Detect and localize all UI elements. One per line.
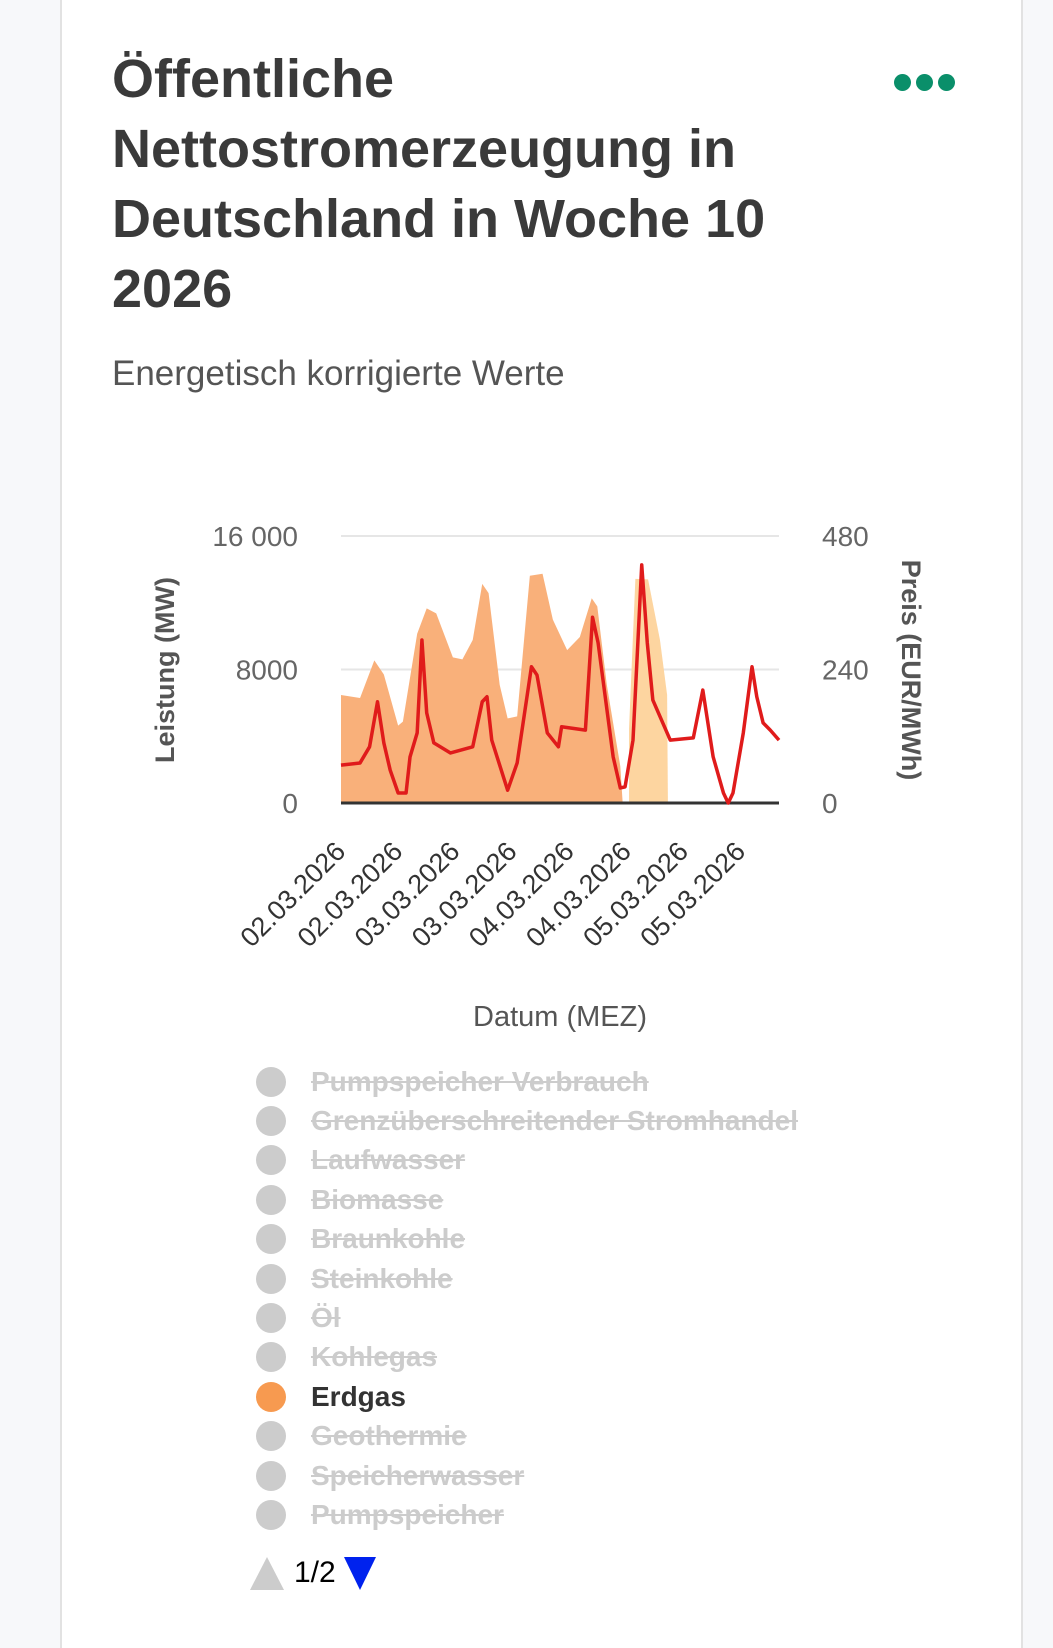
legend-item[interactable]: Biomasse (256, 1180, 798, 1219)
legend: Pumpspeicher Verbrauch Grenzüberschreiten… (256, 1062, 798, 1535)
y2-tick-label: 240 (822, 655, 869, 686)
legend-label: Biomasse (311, 1183, 444, 1215)
legend-dot-icon (256, 1499, 286, 1530)
y2-tick-label: 0 (822, 788, 838, 819)
y-tick-label: 0 (282, 788, 298, 819)
legend-item[interactable]: Grenzüberschreitender Stromhandel (256, 1101, 798, 1140)
legend-label: Geothermie (311, 1420, 467, 1452)
legend-item[interactable]: Erdgas (256, 1377, 798, 1416)
legend-item[interactable]: Braunkohle (256, 1220, 798, 1259)
legend-item[interactable]: Öl (256, 1298, 798, 1337)
legend-pagination: 1/2 (250, 1556, 376, 1590)
legend-dot-icon (256, 1184, 286, 1215)
legend-label: Grenzüberschreitender Stromhandel (311, 1105, 799, 1137)
area-series-erdgas (341, 573, 623, 803)
legend-item[interactable]: Geothermie (256, 1417, 798, 1456)
legend-label: Öl (311, 1302, 341, 1334)
triangle-up-icon[interactable] (250, 1556, 284, 1590)
legend-label: Pumpspeicher (311, 1498, 504, 1530)
legend-dot-icon (256, 1421, 286, 1452)
legend-label: Steinkohle (311, 1262, 453, 1294)
more-menu-button[interactable] (894, 74, 955, 91)
legend-dot-icon (256, 1106, 286, 1137)
dot (938, 74, 955, 91)
y-tick-label: 16 000 (212, 521, 298, 552)
legend-dot-icon (256, 1460, 286, 1491)
legend-item[interactable]: Speicherwasser (256, 1456, 798, 1495)
legend-item[interactable]: Pumpspeicher (256, 1495, 798, 1534)
legend-item[interactable]: Steinkohle (256, 1259, 798, 1298)
legend-item[interactable]: Kohlegas (256, 1338, 798, 1377)
legend-dot-icon (256, 1303, 286, 1334)
legend-dot-icon (256, 1263, 286, 1294)
legend-label: Braunkohle (311, 1223, 466, 1255)
line-series-preis (340, 563, 781, 805)
triangle-down-icon[interactable] (343, 1556, 376, 1590)
legend-item[interactable]: Pumpspeicher Verbrauch (256, 1062, 798, 1101)
legend-label: Laufwasser (311, 1144, 466, 1176)
legend-item[interactable]: Laufwasser (256, 1141, 798, 1180)
y-axis-title: Leistung (MW) (150, 577, 180, 763)
legend-label: Erdgas (311, 1380, 406, 1412)
legend-dot-icon (256, 1145, 286, 1176)
y2-axis-title: Preis (EUR/MWh) (896, 560, 926, 781)
x-axis-title: Datum (MEZ) (473, 1001, 647, 1033)
legend-label: Pumpspeicher Verbrauch (311, 1065, 649, 1097)
y-tick-label: 8000 (236, 655, 298, 686)
legend-page: 1/2 (294, 1556, 336, 1589)
legend-dot-icon (256, 1066, 286, 1097)
legend-dot-icon (256, 1224, 286, 1255)
y2-tick-label: 480 (822, 521, 869, 552)
legend-dot-icon (256, 1342, 286, 1373)
legend-label: Kohlegas (311, 1341, 438, 1373)
chart-subtitle: Energetisch korrigierte Werte (112, 354, 565, 393)
chart-card (60, 0, 1023, 1648)
legend-label: Speicherwasser (311, 1459, 525, 1491)
dot (916, 74, 933, 91)
chart-title: Öffentliche Nettostromerzeugung in Deuts… (112, 49, 766, 319)
legend-dot-icon (256, 1381, 286, 1412)
more-horizontal-dots-icon (894, 74, 911, 91)
